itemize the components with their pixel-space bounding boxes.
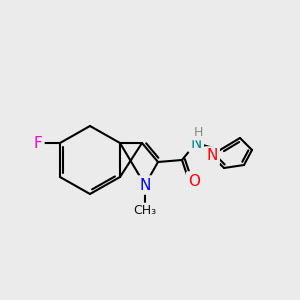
Text: N: N [139,178,151,193]
Text: CH₃: CH₃ [134,205,157,218]
Text: N: N [206,148,218,164]
Text: O: O [188,173,200,188]
Text: F: F [34,136,42,151]
Text: H: H [193,125,203,139]
Text: N: N [190,136,202,151]
